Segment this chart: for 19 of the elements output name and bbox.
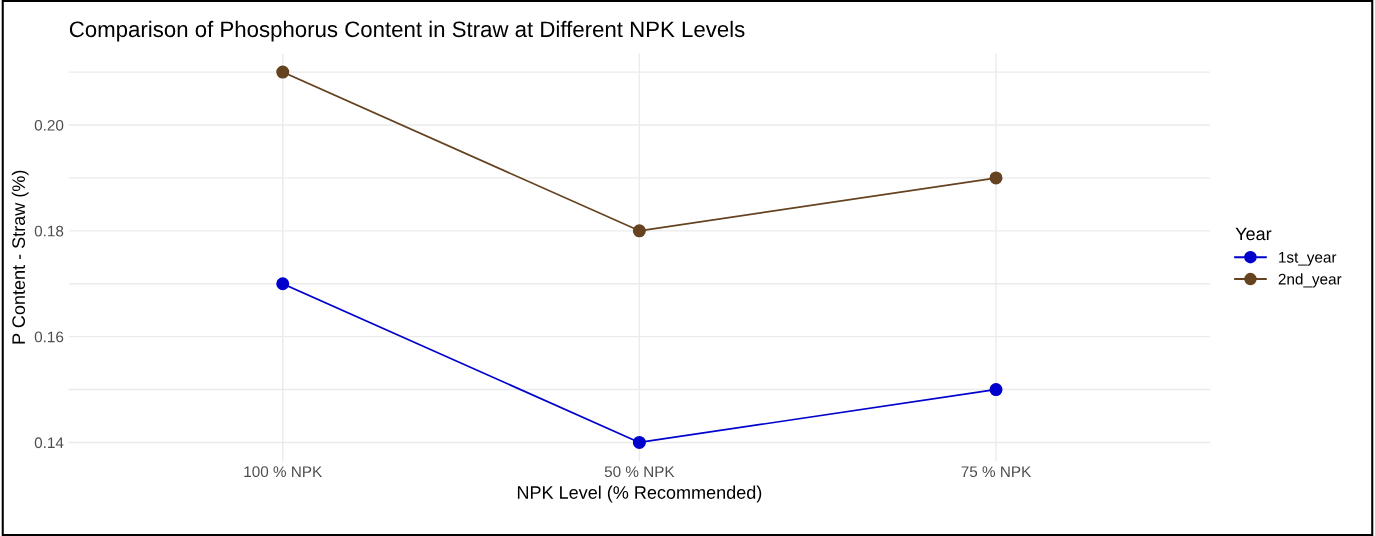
y-tick-label: 0.14 — [34, 437, 64, 449]
y-tick-label: 0.16 — [34, 331, 64, 343]
x-tick-label: 100 % NPK — [244, 466, 323, 478]
y-tick-label: 0.20 — [34, 119, 64, 131]
point — [276, 277, 290, 291]
point — [632, 435, 646, 449]
point — [989, 171, 1003, 185]
point — [632, 224, 646, 238]
point — [989, 383, 1003, 397]
legend-title: Year — [1235, 227, 1272, 241]
point — [276, 65, 290, 79]
legend-label: 1st_year — [1279, 252, 1337, 266]
legend-label: 2nd_year — [1278, 273, 1342, 288]
x-tick-label: 75 % NPK — [961, 466, 1032, 478]
y-axis-title: P Content - Straw (%) — [11, 170, 29, 344]
x-axis-title: NPK Level (% Recommended) — [517, 485, 762, 503]
x-tick-label: 50 % NPK — [604, 466, 675, 478]
chart-title: Comparison of Phosphorus Content in Straw at Different NPK Levels — [69, 20, 745, 42]
y-tick-label: 0.18 — [34, 225, 64, 237]
